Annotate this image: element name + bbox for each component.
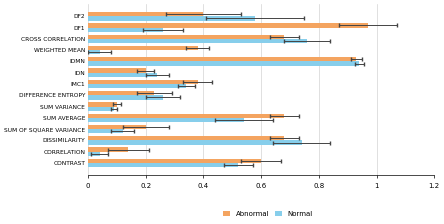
Bar — [88, 163, 238, 167]
Bar — [88, 57, 357, 61]
Bar — [88, 46, 198, 50]
Bar — [88, 61, 359, 66]
Bar — [88, 16, 255, 21]
Legend: Abnormal, Normal: Abnormal, Normal — [221, 208, 316, 219]
Bar — [88, 129, 123, 133]
Bar — [88, 114, 284, 118]
Bar — [88, 107, 114, 111]
Bar — [88, 34, 284, 39]
Bar — [88, 73, 157, 77]
Bar — [88, 118, 244, 122]
Bar — [88, 84, 186, 88]
Bar — [88, 23, 368, 28]
Bar — [88, 147, 128, 152]
Bar — [88, 102, 117, 107]
Bar — [88, 28, 163, 32]
Bar — [88, 95, 163, 99]
Bar — [88, 125, 146, 129]
Bar — [88, 39, 307, 43]
Bar — [88, 152, 99, 156]
Bar — [88, 91, 155, 95]
Bar — [88, 136, 284, 140]
Bar — [88, 80, 198, 84]
Bar — [88, 140, 301, 145]
Bar — [88, 50, 99, 54]
Bar — [88, 68, 146, 73]
Bar — [88, 159, 261, 163]
Bar — [88, 12, 203, 16]
